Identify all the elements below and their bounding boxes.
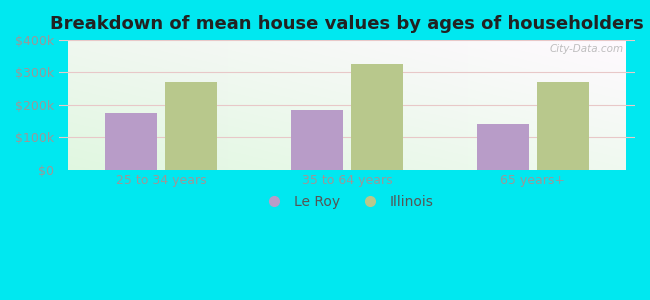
Bar	[105, 113, 157, 169]
Bar	[165, 82, 217, 170]
Bar	[536, 82, 588, 170]
Title: Breakdown of mean house values by ages of householders: Breakdown of mean house values by ages o…	[50, 15, 644, 33]
Text: City-Data.com: City-Data.com	[549, 44, 623, 54]
Bar	[477, 124, 529, 169]
Bar	[291, 110, 343, 170]
Bar	[351, 64, 403, 170]
Legend: Le Roy, Illinois: Le Roy, Illinois	[255, 189, 439, 214]
